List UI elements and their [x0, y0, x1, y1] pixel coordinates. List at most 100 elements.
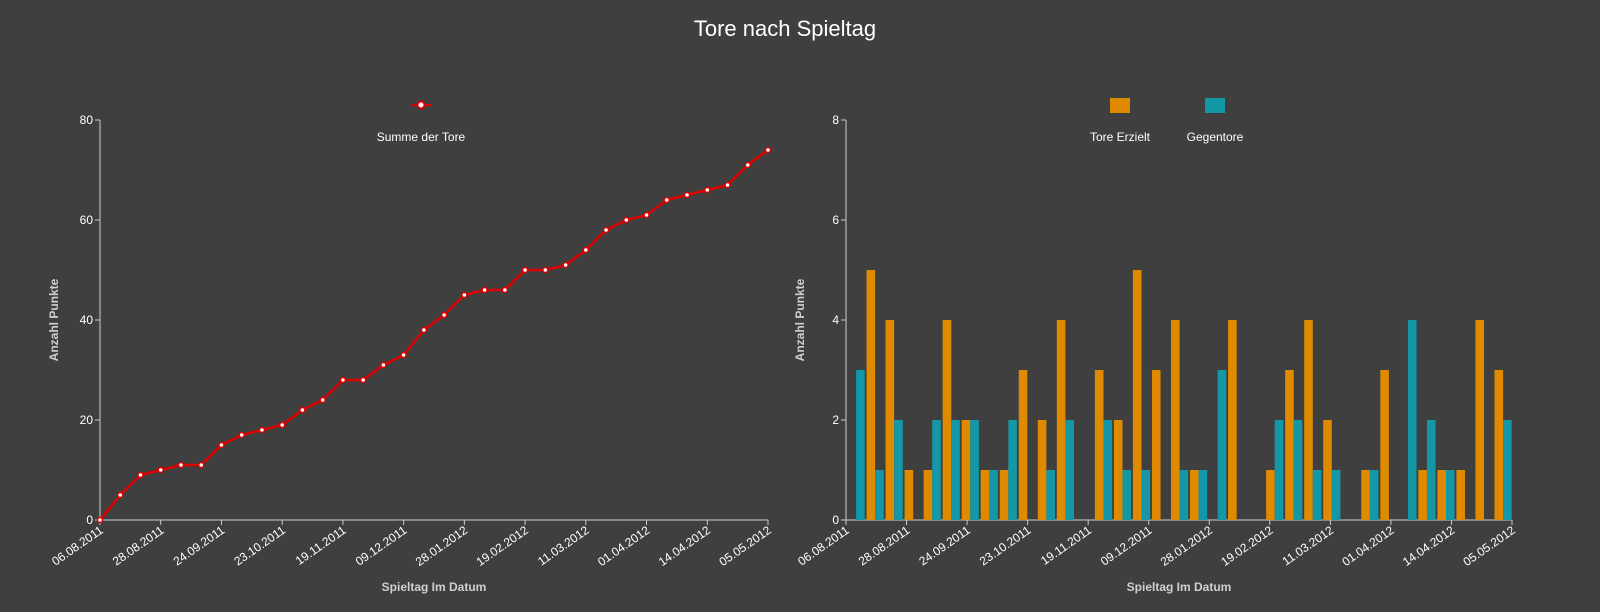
line-chart-point: [724, 181, 731, 189]
line-chart-point: [218, 441, 225, 449]
bar-chart-bar-tore-erzielt: [1190, 470, 1199, 520]
bar-chart-x-axis-title: Spieltag Im Datum: [1127, 580, 1232, 594]
bar-chart-bar-tore-erzielt: [1494, 370, 1504, 520]
bar-chart-bar-gegentore: [894, 420, 903, 520]
bar-chart-bar-tore-erzielt: [1323, 420, 1332, 520]
bar-chart-bar-gegentore: [1122, 470, 1132, 520]
bar-chart-x-tick-label: 01.04.2012: [1339, 523, 1396, 569]
bar-chart-bar-tore-erzielt: [1475, 320, 1485, 520]
line-chart-point: [420, 326, 428, 334]
bar-chart-bar-tore-erzielt: [1228, 320, 1237, 520]
bar-chart-bar-gegentore: [1331, 470, 1341, 520]
bar-chart-legend-label-1: Gegentore: [1187, 130, 1244, 144]
line-chart-x-tick-label: 28.08.2011: [110, 523, 167, 569]
bar-chart-bar-gegentore: [970, 420, 979, 520]
line-chart-y-tick-label: 60: [80, 213, 94, 227]
bar-chart-x-tick-label: 11.03.2012: [1280, 523, 1337, 569]
line-chart-point: [238, 431, 245, 439]
bar-chart-x-tick-label: 19.02.2012: [1218, 523, 1275, 569]
bar-chart-bar-gegentore: [1426, 420, 1436, 520]
bar-chart-bar-gegentore: [989, 470, 998, 520]
bar-chart-x-tick-label: 14.04.2012: [1400, 523, 1457, 569]
line-chart-x-tick-label: 23.10.2011: [231, 523, 288, 569]
bar-chart-bar-tore-erzielt: [1456, 470, 1466, 520]
line-chart-point: [96, 516, 104, 524]
bar-chart-bar-gegentore: [1046, 470, 1055, 520]
bar-chart-y-axis-title: Anzahl Punkte: [793, 278, 807, 361]
bar-chart-bar-tore-erzielt: [1437, 470, 1446, 520]
line-chart-point: [744, 161, 752, 169]
bar-chart-legend-label-0: Tore Erzielt: [1090, 130, 1151, 144]
bar-chart-bar-tore-erzielt: [1170, 320, 1180, 520]
bar-chart-bar-tore-erzielt: [1113, 420, 1123, 520]
line-chart-y-tick-label: 80: [80, 113, 94, 127]
page-title: Tore nach Spieltag: [693, 16, 877, 41]
bar-chart-bar-gegentore: [1065, 420, 1075, 520]
line-chart-point: [562, 261, 569, 269]
bar-chart-bar-tore-erzielt: [961, 420, 971, 520]
line-chart-point: [764, 146, 772, 154]
line-chart-point: [380, 361, 387, 369]
line-chart-point: [116, 491, 124, 499]
line-chart-x-tick-label: 01.04.2012: [595, 523, 652, 569]
bar-chart-bar-gegentore: [1008, 420, 1017, 520]
line-chart-point: [481, 286, 488, 294]
line-chart-y-tick-label: 0: [86, 513, 93, 527]
bar-chart-legend-swatch-1: [1205, 98, 1225, 113]
line-chart-point: [501, 286, 509, 294]
line-chart-x-tick-label: 19.11.2011: [293, 523, 349, 568]
line-chart-x-tick-label: 11.03.2012: [535, 523, 592, 569]
line-chart-point: [157, 466, 164, 474]
bar-chart-x-tick-label: 28.01.2012: [1158, 523, 1215, 569]
bar-chart-y-tick-label: 4: [832, 313, 839, 327]
bar-chart-bar-tore-erzielt: [1285, 370, 1294, 520]
line-chart-x-axis-title: Spieltag Im Datum: [382, 580, 487, 594]
line-chart-y-tick-label: 20: [80, 413, 94, 427]
bar-chart-bar-gegentore: [1369, 470, 1379, 520]
line-chart-point: [704, 186, 711, 194]
bar-chart-y-tick-label: 2: [832, 413, 839, 427]
bar-chart-bar-gegentore: [1198, 470, 1208, 520]
bar-chart-bar-gegentore: [1274, 420, 1284, 520]
line-chart-x-tick-label: 09.12.2011: [353, 523, 410, 569]
bar-chart-bar-tore-erzielt: [1380, 370, 1389, 520]
bar-chart-x-tick-label: 23.10.2011: [977, 523, 1034, 569]
bar-chart-bar-gegentore: [856, 370, 865, 520]
line-chart-point: [400, 351, 407, 359]
line-chart-point: [542, 266, 549, 274]
bar-chart-y-tick-label: 0: [832, 513, 839, 527]
bar-chart-bar-tore-erzielt: [1418, 470, 1427, 520]
bar-chart-bar-tore-erzielt: [1266, 470, 1275, 520]
line-chart-point: [258, 426, 266, 434]
line-chart-point: [299, 406, 306, 414]
bar-chart-bar-gegentore: [1217, 370, 1227, 520]
bar-chart-y-tick-label: 6: [832, 213, 839, 227]
line-chart-point: [137, 471, 144, 479]
line-chart-x-tick-label: 28.01.2012: [413, 523, 470, 569]
bar-chart-bar-tore-erzielt: [1151, 370, 1161, 520]
bar-chart-bar-tore-erzielt: [1056, 320, 1066, 520]
bar-chart-bar-gegentore: [1503, 420, 1512, 520]
line-chart-point: [521, 266, 529, 274]
line-chart-x-tick-label: 06.08.2011: [49, 523, 106, 569]
bar-chart-bar-gegentore: [932, 420, 941, 520]
bar-chart-bar-gegentore: [875, 470, 884, 520]
line-chart-x-tick-label: 14.04.2012: [656, 523, 713, 569]
bar-chart-bar-tore-erzielt: [904, 470, 914, 520]
bar-chart-bar-tore-erzielt: [1361, 470, 1370, 520]
bar-chart-bar-tore-erzielt: [1304, 320, 1313, 520]
bar-chart-x-tick-label: 24.09.2011: [916, 523, 973, 569]
bar-chart-bar-tore-erzielt: [866, 270, 876, 520]
bar-chart-bar-tore-erzielt: [942, 320, 952, 520]
bar-chart-bar-tore-erzielt: [1094, 370, 1104, 520]
line-chart-point: [602, 226, 610, 234]
line-chart-point: [440, 311, 448, 319]
line-chart-y-tick-label: 40: [80, 313, 94, 327]
bar-chart-bar-tore-erzielt: [980, 470, 990, 520]
line-chart-point: [683, 191, 691, 199]
line-chart-point: [582, 246, 590, 254]
line-chart-point: [643, 211, 650, 219]
bar-chart-bar-tore-erzielt: [999, 470, 1009, 520]
bar-chart-bar-tore-erzielt: [923, 470, 933, 520]
